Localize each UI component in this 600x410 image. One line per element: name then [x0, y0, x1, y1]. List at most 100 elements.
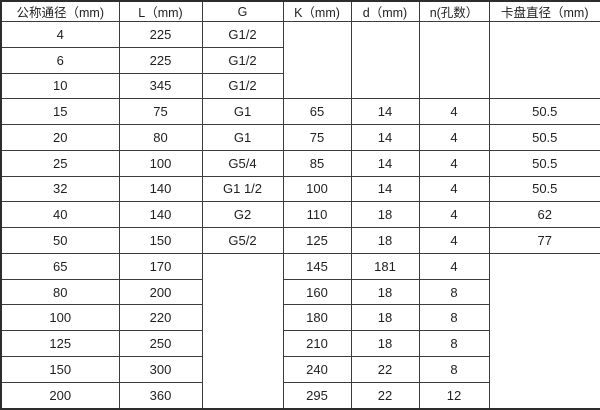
table-cell: 345 [118, 72, 203, 100]
table-cell: G5/4 [201, 149, 284, 177]
table-cell: 14 [350, 175, 420, 203]
table-cell: 170 [118, 252, 203, 280]
table-cell: 65 [0, 252, 120, 280]
table-cell: 140 [118, 175, 203, 203]
table-cell: 8 [418, 304, 490, 332]
table-cell: 4 [418, 227, 490, 254]
table-cell: 62 [488, 201, 600, 229]
table-cell: 10 [0, 72, 120, 100]
empty-merged-cell [350, 20, 420, 100]
table-cell: 50.5 [488, 98, 600, 126]
table-cell: 18 [350, 201, 420, 229]
table-cell: 100 [118, 149, 203, 177]
table-row: 80 200 160 18 8 [0, 278, 600, 306]
table-cell: 75 [118, 98, 203, 126]
table-cell: 85 [282, 149, 352, 177]
table-cell: 22 [350, 381, 420, 410]
table-cell: 220 [118, 304, 203, 332]
table-cell: 145 [282, 252, 352, 280]
column-header-d: d（mm) [350, 0, 420, 22]
empty-merged-cell [418, 20, 490, 100]
table-cell: 4 [0, 21, 120, 48]
table-cell: 240 [282, 355, 352, 383]
table-row: 4 225 G1/2 [0, 20, 600, 100]
table-row: 32 140 G1 1/2 100 14 4 50.5 [0, 175, 600, 203]
table-cell: 20 [0, 124, 120, 151]
table-row: 125 250 210 18 8 [0, 330, 600, 357]
table-cell: 65 [282, 98, 352, 126]
table-cell: G1/2 [201, 21, 284, 48]
table-cell: 14 [350, 149, 420, 177]
table-row: 65 170 145 181 4 [0, 252, 600, 410]
table-cell: 80 [118, 124, 203, 151]
table-header-row: 公称通径（mm) L（mm) G K（mm) d（mm) n(孔数） 卡盘直径（… [0, 0, 600, 22]
table-cell: 4 [418, 201, 490, 229]
table-cell: 180 [282, 304, 352, 332]
table-cell: 18 [350, 278, 420, 306]
table-row: 25 100 G5/4 85 14 4 50.5 [0, 149, 600, 177]
table-cell: 110 [282, 201, 352, 229]
table-cell: 4 [418, 175, 490, 203]
table-cell: 12 [418, 381, 490, 410]
table-cell: 15 [0, 98, 120, 126]
table-cell: G1/2 [201, 72, 284, 100]
table-cell: 8 [418, 355, 490, 383]
table-cell: 181 [350, 252, 420, 280]
column-header-n-holes: n(孔数） [418, 0, 490, 22]
table-cell: 32 [0, 175, 120, 203]
table-cell: 210 [282, 330, 352, 357]
table-cell: 250 [118, 330, 203, 357]
column-header-G: G [201, 0, 284, 22]
table-cell: G2 [201, 201, 284, 229]
table-cell: 125 [282, 227, 352, 254]
table-cell: 100 [0, 304, 120, 332]
column-header-K: K（mm) [282, 0, 352, 22]
table-body: 4 225 G1/2 6 225 G1/2 10 345 G1/2 15 75 G1 65 14 4 50.5… [0, 20, 600, 410]
table-cell: 75 [282, 124, 352, 151]
table-row: 50 150 G5/2 125 18 4 77 [0, 227, 600, 254]
table-cell: 4 [418, 124, 490, 151]
table-cell: 77 [488, 227, 600, 254]
empty-merged-cell [488, 20, 600, 100]
table-row: 200 360 295 22 12 [0, 381, 600, 410]
table-cell: 140 [118, 201, 203, 229]
table-cell: 225 [118, 21, 203, 48]
table-cell: 4 [418, 98, 490, 126]
table-cell: 150 [118, 227, 203, 254]
column-header-chuck-diameter: 卡盘直径（mm) [488, 0, 600, 22]
table-cell: 125 [0, 330, 120, 357]
table-row: 20 80 G1 75 14 4 50.5 [0, 124, 600, 151]
table-cell: 300 [118, 355, 203, 383]
table-cell: 50 [0, 227, 120, 254]
column-header-L: L（mm) [118, 0, 203, 22]
table-cell: 18 [350, 304, 420, 332]
table-cell: 18 [350, 227, 420, 254]
table-cell: 100 [282, 175, 352, 203]
table-cell: 4 [418, 252, 490, 280]
table-cell: G1/2 [201, 46, 284, 74]
table-cell: 14 [350, 124, 420, 151]
column-header-nominal-diameter: 公称通径（mm) [0, 0, 120, 22]
table-cell: 80 [0, 278, 120, 306]
empty-merged-cell [282, 20, 352, 100]
table-cell: 6 [0, 46, 120, 74]
table-cell: 50.5 [488, 149, 600, 177]
table-cell: 360 [118, 381, 203, 410]
table-cell: 160 [282, 278, 352, 306]
table-cell: 18 [350, 330, 420, 357]
table-cell: G1 [201, 98, 284, 126]
table-row: 150 300 240 22 8 [0, 355, 600, 383]
table-cell: G1 [201, 124, 284, 151]
table-row: 15 75 G1 65 14 4 50.5 [0, 98, 600, 126]
table-cell: 295 [282, 381, 352, 410]
table-cell: 40 [0, 201, 120, 229]
table-row: 40 140 G2 110 18 4 62 [0, 201, 600, 229]
table-cell: G1 1/2 [201, 175, 284, 203]
empty-merged-cell [488, 252, 600, 410]
table-cell: 200 [118, 278, 203, 306]
table-cell: 8 [418, 278, 490, 306]
table-cell: 50.5 [488, 124, 600, 151]
table-row: 10 345 G1/2 [0, 72, 600, 100]
table-cell: 14 [350, 98, 420, 126]
